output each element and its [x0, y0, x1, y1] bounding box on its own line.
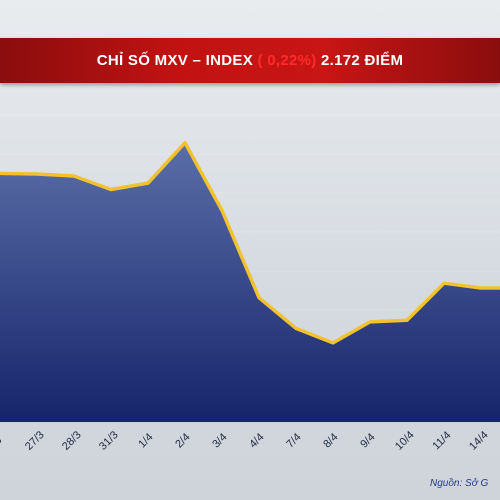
- source-note: Nguồn: Sở G: [430, 478, 489, 489]
- chart-title: CHỈ SỐ MXV – INDEX ( 0,22%) 2.172 ĐIỂM: [0, 38, 500, 83]
- x-tick-label: 4/4: [247, 431, 266, 450]
- series-area: [0, 142, 500, 422]
- x-tick-label: 28/3: [60, 429, 84, 453]
- x-tick-label: 8/4: [321, 431, 340, 450]
- title-main: CHỈ SỐ MXV – INDEX: [96, 52, 253, 69]
- x-tick-label: 3/4: [210, 431, 229, 450]
- x-tick-label: 7/4: [284, 431, 303, 450]
- title-banner: [0, 38, 500, 83]
- title-value: 2.172 ĐIỂM: [321, 52, 404, 69]
- x-tick-label: 14/4: [467, 429, 491, 453]
- x-tick-label: 1/4: [136, 431, 155, 450]
- x-tick-label: 2/4: [173, 431, 192, 450]
- x-tick-label: 11/4: [430, 429, 453, 452]
- x-tick-label: 10/4: [393, 429, 417, 453]
- x-tick-label: 31/3: [97, 429, 121, 453]
- x-tick-label: 9/4: [358, 431, 377, 450]
- series-line: [0, 140, 500, 345]
- x-tick-label: 3: [0, 434, 4, 447]
- x-axis-ticks: 3 27/3 28/3 31/3 1/4 2/4 3/4 4/4 7/4 8/4 9/4 10/4 11…: [0, 429, 491, 453]
- x-tick-label: 27/3: [23, 429, 47, 453]
- title-change: ( 0,22%): [257, 52, 317, 69]
